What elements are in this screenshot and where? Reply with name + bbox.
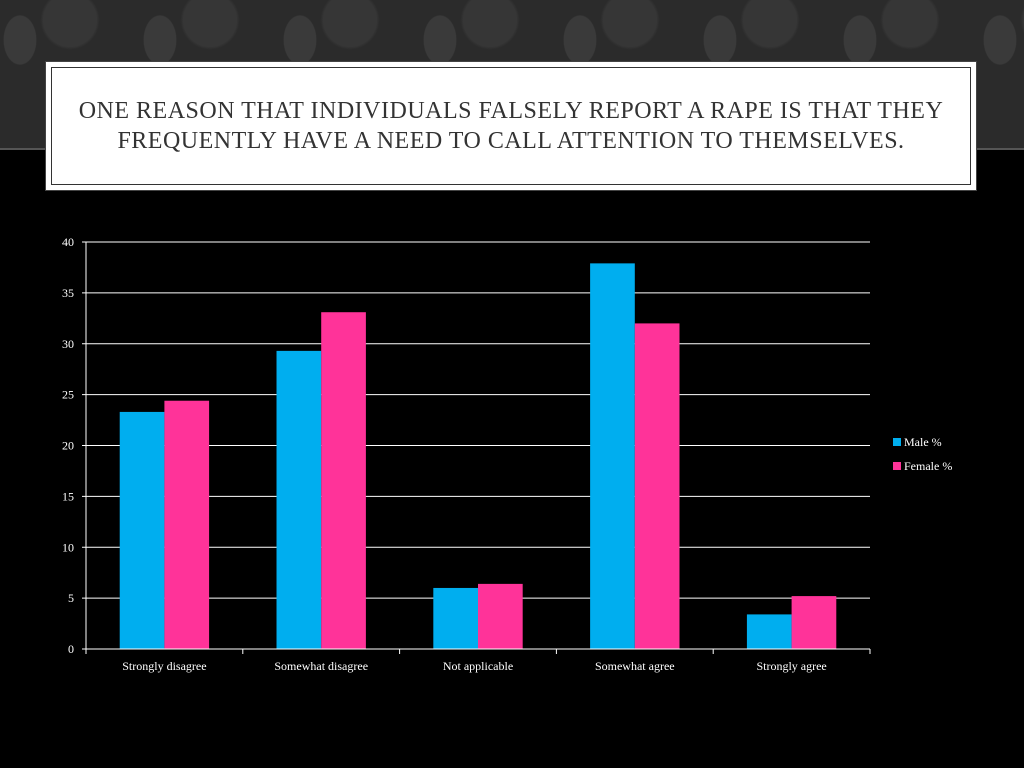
legend-swatch-male xyxy=(893,438,901,446)
y-tick-label: 40 xyxy=(62,235,74,249)
y-tick-label: 5 xyxy=(68,591,74,605)
bar-male-0 xyxy=(119,411,165,649)
bar-male-3 xyxy=(590,263,635,649)
chart-legend: Male % Female % xyxy=(893,435,952,473)
x-category-label: Strongly disagree xyxy=(122,659,206,673)
bar-male-4 xyxy=(746,614,792,649)
chart-axes xyxy=(82,241,871,654)
y-tick-label: 0 xyxy=(68,642,74,656)
bar-male-2 xyxy=(433,587,478,649)
x-axis-categories: Strongly disagree Somewhat disagree Not ap… xyxy=(122,659,827,673)
bar-female-3 xyxy=(634,323,680,649)
y-tick-label: 10 xyxy=(62,540,74,554)
slide-title: One reason that individuals falsely repo… xyxy=(78,98,944,154)
chart-bars xyxy=(119,263,837,649)
bar-female-4 xyxy=(791,596,837,649)
y-tick-label: 20 xyxy=(62,439,74,453)
bar-female-1 xyxy=(321,312,366,649)
legend-label-female: Female % xyxy=(904,459,952,473)
bar-female-2 xyxy=(478,583,523,649)
y-tick-label: 25 xyxy=(62,388,74,402)
y-tick-label: 15 xyxy=(62,489,74,503)
x-category-label: Somewhat disagree xyxy=(274,659,368,673)
legend-swatch-female xyxy=(893,462,901,470)
bar-female-0 xyxy=(164,400,210,649)
x-category-label: Somewhat agree xyxy=(595,659,675,673)
x-category-label: Not applicable xyxy=(443,659,513,673)
bar-male-1 xyxy=(276,350,322,649)
legend-label-male: Male % xyxy=(904,435,942,449)
y-axis-ticks: 0 5 10 15 20 25 30 35 40 xyxy=(62,235,74,656)
x-category-label: Strongly agree xyxy=(756,659,826,673)
title-box: One reason that individuals falsely repo… xyxy=(45,61,977,191)
y-tick-label: 30 xyxy=(62,337,74,351)
chart-gridlines xyxy=(86,241,870,599)
y-tick-label: 35 xyxy=(62,286,74,300)
